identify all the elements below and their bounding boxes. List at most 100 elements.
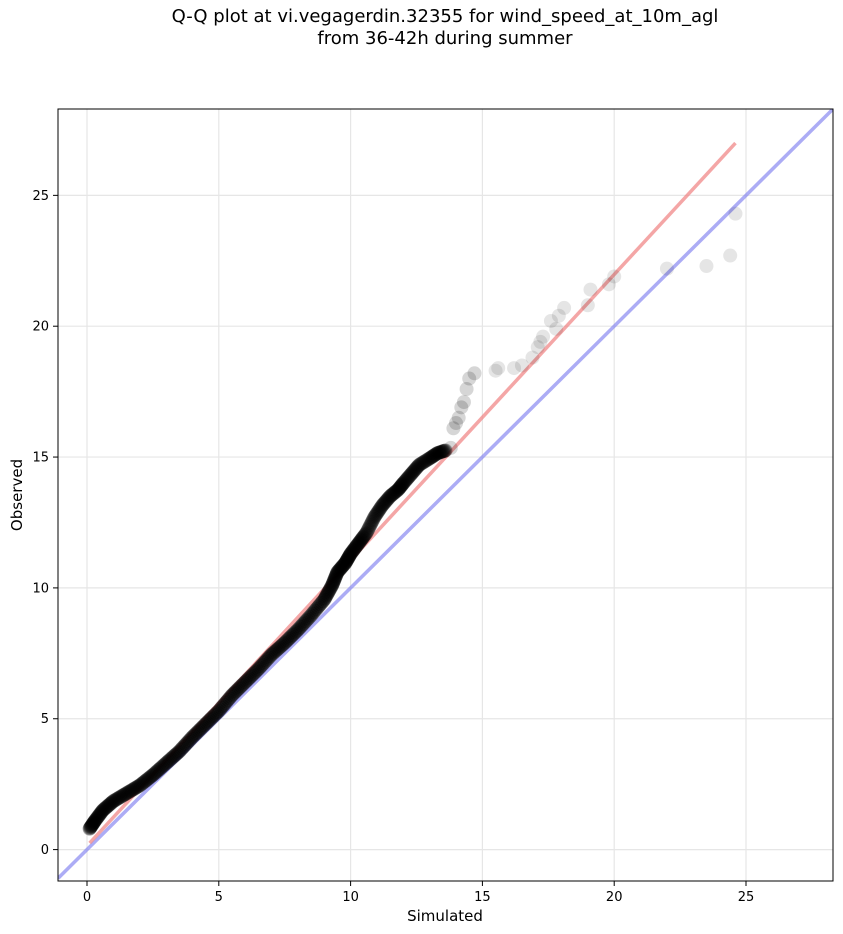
data-point (160, 755, 175, 770)
data-point (108, 792, 123, 807)
data-point (276, 637, 291, 652)
data-point (141, 771, 156, 786)
data-point (376, 497, 391, 512)
data-point (231, 681, 246, 696)
data-point (148, 765, 163, 780)
reference-lines (58, 109, 833, 880)
data-point (228, 684, 243, 699)
data-point (429, 447, 444, 462)
data-point (298, 614, 313, 629)
data-point (210, 705, 225, 720)
data-point (177, 738, 192, 753)
data-point (395, 476, 410, 491)
data-point (97, 801, 112, 816)
data-point (372, 502, 387, 517)
data-point (379, 493, 394, 508)
data-point (514, 358, 529, 373)
data-point (357, 528, 372, 543)
data-point (305, 606, 320, 621)
data-point (391, 482, 406, 497)
data-point (412, 457, 427, 472)
data-point (315, 594, 330, 609)
data-point (331, 564, 346, 579)
data-point (211, 703, 226, 718)
data-point (297, 615, 312, 630)
data-point (288, 625, 303, 640)
data-point (326, 574, 341, 589)
data-point (87, 814, 102, 829)
data-point (507, 361, 522, 376)
data-point (376, 496, 391, 511)
data-point (366, 511, 381, 526)
data-point (525, 350, 540, 365)
data-point (449, 416, 464, 431)
data-point (436, 444, 451, 459)
data-point (165, 750, 180, 765)
data-point (347, 541, 362, 556)
data-point (364, 516, 379, 531)
fit-line (88, 141, 737, 845)
data-point (377, 495, 392, 510)
data-point (389, 484, 404, 499)
data-point (243, 669, 258, 684)
data-point (256, 656, 271, 671)
data-point (394, 478, 409, 493)
data-point (253, 659, 268, 674)
data-point (214, 700, 229, 715)
data-point (411, 458, 426, 473)
data-point (292, 621, 307, 636)
data-point (381, 491, 396, 506)
data-point (536, 329, 551, 344)
data-point (118, 787, 133, 802)
data-point (405, 466, 420, 481)
data-point (417, 454, 432, 469)
grid-lines (58, 109, 833, 881)
data-point (176, 740, 191, 755)
x-tick-label: 25 (738, 890, 755, 905)
data-point (390, 483, 405, 498)
data-point (414, 456, 429, 471)
data-point (122, 784, 137, 799)
data-point (302, 609, 317, 624)
data-point (318, 589, 333, 604)
data-point (308, 603, 323, 618)
data-point (143, 770, 158, 785)
data-point (285, 628, 300, 643)
y-tick-label: 0 (41, 843, 49, 858)
data-point (328, 570, 343, 585)
data-point (358, 526, 373, 541)
data-point (368, 509, 383, 524)
data-point (387, 486, 402, 501)
data-point (185, 730, 200, 745)
data-point (659, 261, 674, 276)
data-point (91, 809, 106, 824)
x-tick-label: 20 (606, 890, 623, 905)
data-point (434, 444, 449, 459)
data-point (286, 626, 301, 641)
data-point (365, 513, 380, 528)
data-point (345, 544, 360, 559)
data-point (293, 619, 308, 634)
data-point (222, 691, 237, 706)
data-point (169, 746, 184, 761)
data-point (430, 446, 445, 461)
data-point (348, 540, 363, 555)
data-point (98, 800, 113, 815)
data-point (168, 747, 183, 762)
data-point (94, 805, 109, 820)
data-point (580, 298, 595, 313)
data-point (356, 530, 371, 545)
data-point (126, 782, 141, 797)
data-point (378, 494, 393, 509)
data-point (201, 714, 216, 729)
data-points (82, 206, 743, 836)
data-point (139, 773, 154, 788)
data-point (250, 663, 265, 678)
x-tick-label: 0 (83, 890, 91, 905)
y-axis-label: Observed (8, 459, 26, 531)
data-point (443, 440, 458, 455)
data-point (130, 780, 145, 795)
data-point (277, 635, 292, 650)
data-point (393, 480, 408, 495)
data-point (310, 600, 325, 615)
